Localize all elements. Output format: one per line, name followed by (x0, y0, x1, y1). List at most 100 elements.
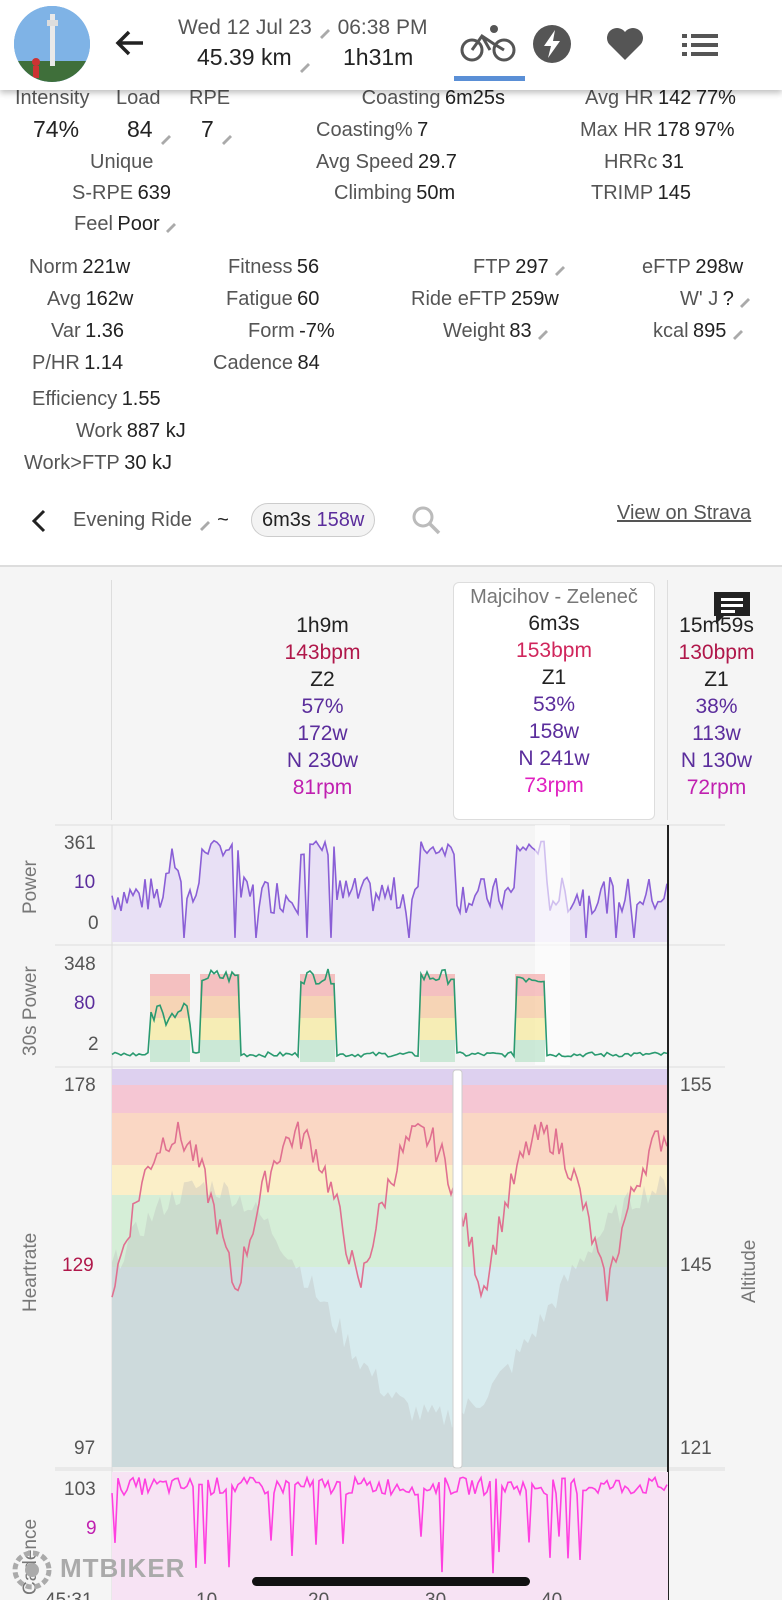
fitness-row: Fitness 56 (228, 256, 320, 278)
lap-time: 15m59s (679, 614, 754, 637)
power-zone-band (200, 1018, 240, 1040)
hr-max: 178 (64, 1075, 96, 1096)
wj-row[interactable]: W' J ? (680, 288, 752, 311)
power-zone-band (300, 1040, 335, 1062)
edit-pencil-icon[interactable] (198, 514, 212, 531)
x-tick: 40 (541, 1590, 562, 1600)
power-zone-band (515, 1040, 545, 1062)
trimp-row: TRIMP 145 (591, 182, 692, 204)
lap-title: Majcihov - Zeleneč (470, 586, 638, 608)
hr-mid: 129 (62, 1255, 94, 1276)
power30-min: 2 (88, 1034, 99, 1055)
activity-distance: 45.39 km (197, 44, 312, 73)
lap-norm: N 241w (518, 747, 590, 770)
heart-icon[interactable] (605, 26, 645, 67)
comment-icon[interactable] (712, 590, 752, 631)
lap-zone: Z1 (541, 666, 567, 689)
lap-pct: 57% (301, 695, 344, 718)
lap-cadence: 72rpm (686, 776, 747, 799)
fatigue-row: Fatigue 60 (226, 288, 320, 310)
lap-divider (667, 580, 668, 820)
hrrc-row: HRRc 31 (604, 151, 685, 173)
cadence-line (111, 1474, 668, 1574)
selection-chip[interactable]: 6m3s 158w (251, 503, 376, 537)
ftp-row[interactable]: FTP 297 (473, 256, 567, 279)
work-ftp-row: Work>FTP 30 kJ (24, 452, 173, 474)
lap-divider (111, 580, 112, 820)
activity-name[interactable]: Evening Ride ~ (73, 509, 229, 531)
activity-duration: 1h31m (343, 44, 414, 70)
edit-pencil-icon[interactable] (220, 124, 234, 145)
edit-pencil-icon[interactable] (731, 326, 745, 340)
athlete-avatar[interactable] (14, 6, 90, 82)
form-row: Form -7% (248, 320, 335, 342)
selection-cursor (452, 1069, 463, 1469)
avg-power-row: Avg 162w (47, 288, 134, 310)
intensity-value: 74% (33, 116, 80, 142)
lap-norm: N 130w (680, 749, 753, 772)
power-zone-band (150, 996, 190, 1018)
lap-column-2[interactable]: Majcihov - Zeleneč 6m3s 153bpm Z1 53% 15… (453, 586, 655, 798)
back-arrow-icon[interactable] (113, 26, 147, 65)
intensity-label: Intensity (15, 87, 90, 109)
lap-power: 158w (528, 720, 580, 743)
x-tick: 30 (425, 1590, 446, 1600)
srpe-row: S-RPE 639 (72, 182, 171, 204)
power-icon[interactable] (532, 24, 572, 69)
weight-row[interactable]: Weight 83 (443, 320, 550, 343)
view-on-strava-link[interactable]: View on Strava (617, 502, 752, 524)
edit-pencil-icon[interactable] (553, 262, 567, 276)
power-zone-band (300, 1018, 335, 1040)
watermark-text: MTBIKER (60, 1553, 186, 1583)
power-zone-band (150, 1040, 190, 1062)
feel-row[interactable]: Feel Poor (74, 213, 178, 236)
eftp-row: eFTP 298w (642, 256, 744, 278)
work-row: Work 887 kJ (76, 420, 186, 442)
lap-power: 113w (692, 722, 741, 745)
power-zone-band (420, 1040, 455, 1062)
activity-date: Wed 12 Jul 23 06:38 PM (178, 16, 428, 40)
cadence-mid: 9 (86, 1518, 97, 1539)
lap-pct: 53% (532, 693, 576, 716)
var-row: Var 1.36 (51, 320, 125, 342)
edit-pencil-icon[interactable] (318, 21, 332, 40)
load-value[interactable]: 84 (127, 116, 173, 145)
edit-pencil-icon[interactable] (738, 294, 752, 308)
hr-zone-band (112, 1085, 668, 1113)
home-indicator[interactable] (252, 1577, 530, 1586)
power-zone-band (515, 1018, 545, 1040)
rpe-value[interactable]: 7 (201, 116, 234, 145)
power30-line (111, 968, 668, 1059)
watermark-logo-icon (10, 1548, 54, 1597)
lap-time: 1h9m (296, 614, 349, 637)
selected-lap-card[interactable] (453, 582, 655, 820)
lap-norm: N 230w (286, 749, 359, 772)
max-hr-row: Max HR 178 97% (580, 119, 735, 141)
lap-column-1[interactable]: 1h9m 143bpm Z2 57% 172w N 230w 81rpm (240, 614, 405, 800)
edit-pencil-icon[interactable] (298, 52, 312, 73)
lap-column-3[interactable]: 15m59s 130bpm Z1 38% 113w N 130w 72rpm (664, 614, 769, 800)
ride-eftp-row: Ride eFTP 259w (411, 288, 559, 310)
climbing-row: Climbing 50m (334, 182, 456, 204)
lap-cadence: 73rpm (524, 774, 584, 797)
power-zone-band (515, 974, 545, 996)
power30-mid: 80 (74, 993, 96, 1014)
chevron-left-icon[interactable] (30, 508, 48, 539)
cadence-max: 103 (64, 1479, 96, 1500)
edit-pencil-icon[interactable] (159, 124, 173, 145)
list-icon[interactable] (682, 32, 718, 63)
hr-min: 97 (74, 1438, 96, 1459)
rpe-label: RPE (189, 87, 231, 109)
active-tab-indicator (454, 76, 525, 81)
coasting-row: Coasting 6m25s (361, 87, 505, 109)
load-label: Load (116, 87, 161, 109)
hr-zone-band (112, 1267, 668, 1467)
ride-icon[interactable] (460, 22, 518, 69)
kcal-row[interactable]: kcal 895 (653, 320, 745, 343)
unique-label: Unique (90, 151, 154, 173)
power-zone-band (420, 1018, 455, 1040)
search-icon[interactable] (410, 504, 442, 541)
edit-pencil-icon[interactable] (536, 326, 550, 340)
edit-pencil-icon[interactable] (164, 219, 178, 233)
